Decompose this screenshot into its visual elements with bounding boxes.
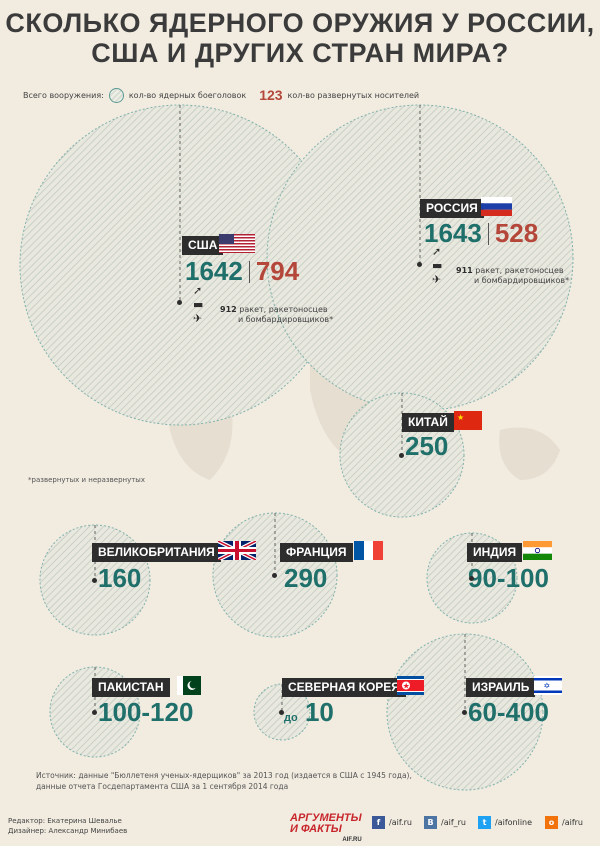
israel-flag-icon: ✡ xyxy=(534,676,562,695)
social-twitter[interactable]: t /aifonline xyxy=(478,816,532,829)
france-flag-icon xyxy=(354,541,383,560)
title-line-2: США И ДРУГИХ СТРАН МИРА? xyxy=(91,38,509,68)
warhead-circle-icon xyxy=(108,87,124,103)
china-dot xyxy=(399,453,404,458)
russia-carriers-note: 911 ракет, ракетоносцев и бомбардировщик… xyxy=(456,266,569,286)
missile-icon: ➚ xyxy=(432,245,442,258)
russia-dot xyxy=(417,262,422,267)
credits-designer: Дизайнер: Александр Минибаев xyxy=(8,827,128,835)
logo-line-1: АРГУМЕНТЫ xyxy=(290,812,362,824)
russia-carriers: 528 xyxy=(494,218,539,248)
pakistan-label: ПАКИСТАН xyxy=(92,678,170,697)
social-vk[interactable]: B /aif_ru xyxy=(424,816,466,829)
usa-numbers: 1642 794 xyxy=(185,258,299,284)
source-note: Источник: данные "Бюллетеня ученых-ядерщ… xyxy=(36,770,436,792)
france-dot xyxy=(272,573,277,578)
odnoklassniki-icon: o xyxy=(545,816,558,829)
bomber-icon: ✈ xyxy=(193,312,203,325)
missile-icon: ➚ xyxy=(193,284,203,297)
russia-weapon-icons: ➚ ▬ ✈ xyxy=(432,245,442,287)
bomber-icon: ✈ xyxy=(432,273,442,286)
legend-warheads: кол-во ядерных боеголовок xyxy=(128,90,247,100)
north-korea-dot xyxy=(279,710,284,715)
india-dot xyxy=(469,576,474,581)
north-korea-flag-icon: ★ xyxy=(397,676,424,695)
france-warheads: 290 xyxy=(284,563,328,593)
india-flag-icon xyxy=(523,541,552,560)
svg-text:★: ★ xyxy=(457,413,464,422)
svg-text:✡: ✡ xyxy=(544,682,551,691)
israel-label: ИЗРАИЛЬ xyxy=(466,678,536,697)
india-label: ИНДИЯ xyxy=(467,543,523,562)
pakistan-flag-icon xyxy=(177,676,201,695)
israel-dot xyxy=(462,710,467,715)
credits-editor: Редактор: Екатерина Шевалье xyxy=(8,817,122,825)
svg-text:★: ★ xyxy=(403,682,410,691)
usa-carriers-text-2: и бомбардировщиков* xyxy=(238,315,334,324)
israel-warheads: 60-400 xyxy=(468,697,549,727)
social-facebook[interactable]: f /aif.ru xyxy=(372,816,412,829)
credits: Редактор: Екатерина Шевалье Дизайнер: Ал… xyxy=(8,816,127,836)
france-label: ФРАНЦИЯ xyxy=(280,543,353,562)
source-line-2: данные отчета Госдепартамента США за 1 с… xyxy=(36,782,289,791)
uk-flag-icon xyxy=(218,541,256,560)
uk-warheads: 160 xyxy=(98,563,142,593)
uk-dot xyxy=(92,578,97,583)
usa-weapon-icons: ➚ ▬ ✈ xyxy=(193,284,203,326)
china-warheads: 250 xyxy=(405,431,449,461)
russia-warheads: 1643 xyxy=(424,218,482,248)
vk-handle: /aif_ru xyxy=(441,818,466,827)
usa-warheads: 1642 xyxy=(185,256,243,286)
china-flag-icon: ★ xyxy=(454,411,482,430)
russia-flag-icon xyxy=(481,197,512,216)
ok-handle: /aifru xyxy=(562,818,583,827)
russia-carriers-text-1: ракет, ракетоносцев xyxy=(475,266,564,275)
legend-sample-number: 123 xyxy=(259,87,283,103)
legend-prefix: Всего вооружения: xyxy=(23,90,104,100)
russia-carriers-text-2: и бомбардировщиков* xyxy=(474,276,570,285)
usa-label: США xyxy=(182,236,224,255)
usa-carriers-text-1: ракет, ракетоносцев xyxy=(239,305,328,314)
usa-carriers: 794 xyxy=(255,256,300,286)
logo-site: AIF.RU xyxy=(342,837,362,843)
uk-label: ВЕЛИКОБРИТАНИЯ xyxy=(92,543,221,562)
north-korea-warheads: 10 xyxy=(304,697,334,727)
pakistan-dot xyxy=(92,710,97,715)
facebook-handle: /aif.ru xyxy=(389,818,412,827)
submarine-icon: ▬ xyxy=(432,259,443,272)
vk-icon: B xyxy=(424,816,437,829)
submarine-icon: ▬ xyxy=(193,298,204,311)
social-ok[interactable]: o /aifru xyxy=(545,816,583,829)
usa-carriers-note: 912 ракет, ракетоносцев и бомбардировщик… xyxy=(220,305,333,325)
north-korea-numbers: до 10 xyxy=(284,699,334,731)
source-line-1: Источник: данные "Бюллетеня ученых-ядерщ… xyxy=(36,771,412,780)
usa-dot xyxy=(177,300,182,305)
legend: Всего вооружения: кол-во ядерных боеголо… xyxy=(23,87,419,103)
usa-flag-icon xyxy=(219,234,255,253)
russia-carriers-count: 911 xyxy=(456,266,473,275)
russia-numbers: 1643 528 xyxy=(424,220,538,246)
aif-logo[interactable]: АРГУМЕНТЫ И ФАКТЫ AIF.RU xyxy=(290,813,362,846)
twitter-handle: /aifonline xyxy=(495,818,533,827)
north-korea-label: СЕВЕРНАЯ КОРЕЯ xyxy=(282,678,406,697)
usa-carriers-count: 912 xyxy=(220,305,237,314)
russia-label: РОССИЯ xyxy=(420,199,484,218)
facebook-icon: f xyxy=(372,816,385,829)
china-label: КИТАЙ xyxy=(402,413,454,432)
twitter-icon: t xyxy=(478,816,491,829)
north-korea-prefix: до xyxy=(284,712,298,724)
logo-line-2: И ФАКТЫ xyxy=(290,823,342,835)
footnote: *развернутых и неразвернутых xyxy=(28,476,145,484)
legend-carriers: кол-во развернутых носителей xyxy=(287,90,420,100)
india-warheads: 90-100 xyxy=(468,563,549,593)
pakistan-warheads: 100-120 xyxy=(98,697,194,727)
title-line-1: СКОЛЬКО ЯДЕРНОГО ОРУЖИЯ У РОССИИ, xyxy=(5,8,595,38)
